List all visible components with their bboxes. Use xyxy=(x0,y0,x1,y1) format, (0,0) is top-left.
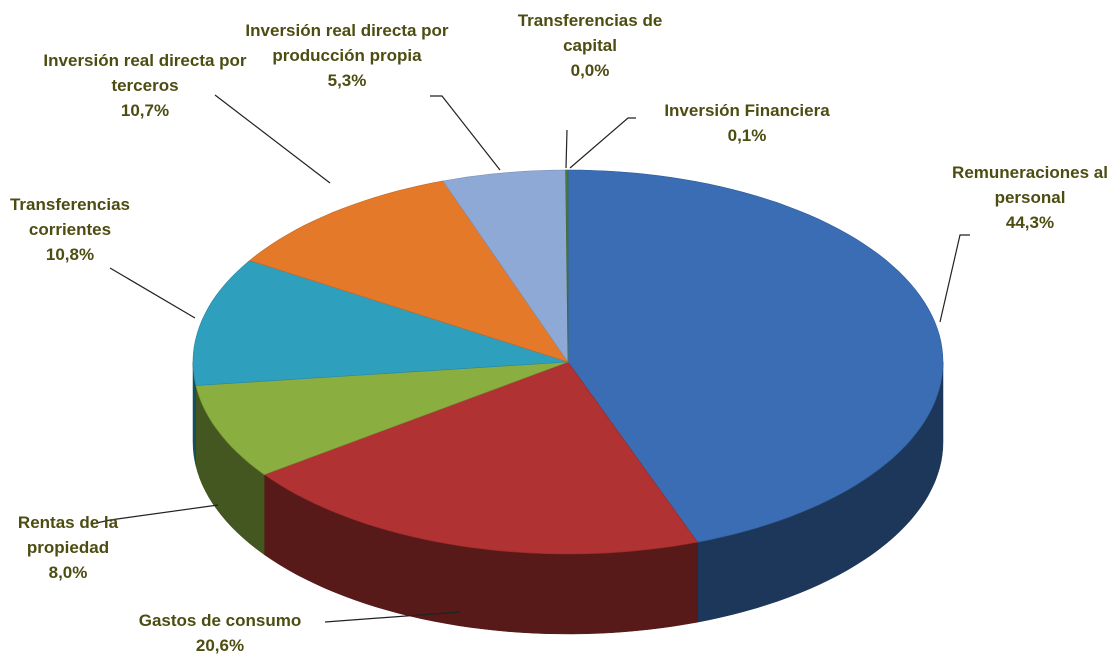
value-label: 8,0% xyxy=(48,563,88,582)
leader-line xyxy=(430,95,501,171)
leader-line xyxy=(91,504,219,525)
slices xyxy=(192,169,944,635)
leader-line xyxy=(569,117,636,169)
value-label: 20,6% xyxy=(195,636,245,655)
value-label: 5,3% xyxy=(327,71,367,90)
slice-label: Transferencias de capital 0,0% xyxy=(505,8,675,83)
category-label: Inversión real directa por producción pr… xyxy=(245,21,449,65)
category-label: Inversión real directa por terceros xyxy=(43,51,247,95)
slice-label: Remuneraciones al personal 44,3% xyxy=(935,160,1115,235)
leader-line xyxy=(214,94,331,184)
slice-label: Rentas de la propiedad 8,0% xyxy=(8,510,128,585)
value-label: 10,7% xyxy=(120,101,170,120)
leader-line xyxy=(939,234,970,323)
slice xyxy=(192,260,569,386)
slice xyxy=(565,169,569,363)
value-label: 44,3% xyxy=(1005,213,1055,232)
category-label: Transferencias de capital xyxy=(517,11,663,55)
leader-line xyxy=(324,611,461,623)
slice-label: Transferencias corrientes 10,8% xyxy=(0,192,140,267)
slice xyxy=(442,169,569,363)
value-label: 0,0% xyxy=(570,61,610,80)
value-label: 0,1% xyxy=(727,126,767,145)
slice-label: Gastos de consumo 20,6% xyxy=(110,608,330,658)
leader-lines xyxy=(91,94,970,623)
category-label: Rentas de la propiedad xyxy=(17,513,119,557)
category-label: Remuneraciones al personal xyxy=(952,163,1108,207)
slice xyxy=(249,180,569,363)
value-label: 10,8% xyxy=(45,245,95,264)
leader-line xyxy=(565,129,568,169)
category-label: Gastos de consumo xyxy=(138,611,302,630)
leader-line xyxy=(109,267,196,319)
slice-label: Inversión real directa por terceros 10,7% xyxy=(25,48,265,123)
slice xyxy=(567,169,944,543)
slice-label: Inversión Financiera 0,1% xyxy=(632,98,862,148)
category-label: Inversión Financiera xyxy=(664,101,830,120)
category-label: Transferencias corrientes xyxy=(9,195,130,239)
slice xyxy=(195,361,569,475)
slice xyxy=(263,361,699,555)
slice-label: Inversión real directa por producción pr… xyxy=(237,18,457,93)
